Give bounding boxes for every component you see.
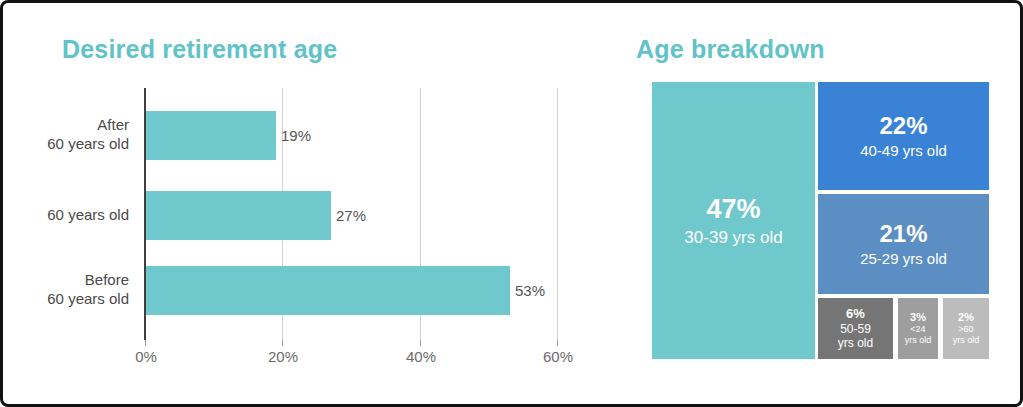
treemap-title: Age breakdown [636,35,825,64]
bar-60-years [146,191,331,240]
value-label-before-60: 53% [515,282,545,299]
treemap-label-40-49: 40-49 yrs old [860,142,947,160]
treemap-block-30-39: 47% 30-39 yrs old [652,82,815,359]
x-tick-label-0: 0% [135,348,157,365]
category-label-before-60: Before 60 years old [25,271,129,309]
treemap-pct-over-60: 2% [958,311,974,324]
dashboard-frame: Desired retirement age 19% 27% 53% 0% 20… [0,0,1023,407]
x-tick-40 [420,340,421,346]
x-tick-label-40: 40% [406,348,436,365]
treemap-pct-40-49: 22% [879,112,927,141]
treemap-label-under-24: <24 yrs old [905,324,932,346]
treemap-block-50-59: 6% 50-59 yrs old [818,298,893,359]
value-label-after-60: 19% [281,127,311,144]
treemap-pct-25-29: 21% [879,220,927,249]
bar-before-60-years [146,266,510,315]
bar-after-60-years [146,111,276,160]
treemap-label-over-60: >60 yrs old [953,324,980,346]
treemap-block-over-60: 2% >60 yrs old [943,298,989,359]
treemap-block-25-29: 21% 25-29 yrs old [818,194,989,294]
x-tick-label-20: 20% [268,348,298,365]
treemap-label-25-29: 25-29 yrs old [860,250,947,268]
value-label-60: 27% [336,207,366,224]
treemap-pct-under-24: 3% [910,311,926,324]
category-label-60: 60 years old [25,206,129,225]
x-tick-0 [145,340,146,346]
gridline-60pct [557,88,558,340]
x-tick-label-60: 60% [543,348,573,365]
treemap-pct-50-59: 6% [846,306,865,322]
x-tick-20 [282,340,283,346]
treemap-block-40-49: 22% 40-49 yrs old [818,82,989,190]
treemap-pct-30-39: 47% [706,193,760,225]
treemap-label-50-59: 50-59 yrs old [838,322,873,351]
x-tick-60 [557,340,558,346]
treemap-label-30-39: 30-39 yrs old [684,228,782,248]
bar-chart-title: Desired retirement age [62,35,337,64]
bar-chart-plot: 19% 27% 53% 0% 20% 40% 60% [144,88,558,340]
category-label-after-60: After 60 years old [25,116,129,154]
treemap-block-under-24: 3% <24 yrs old [898,298,938,359]
